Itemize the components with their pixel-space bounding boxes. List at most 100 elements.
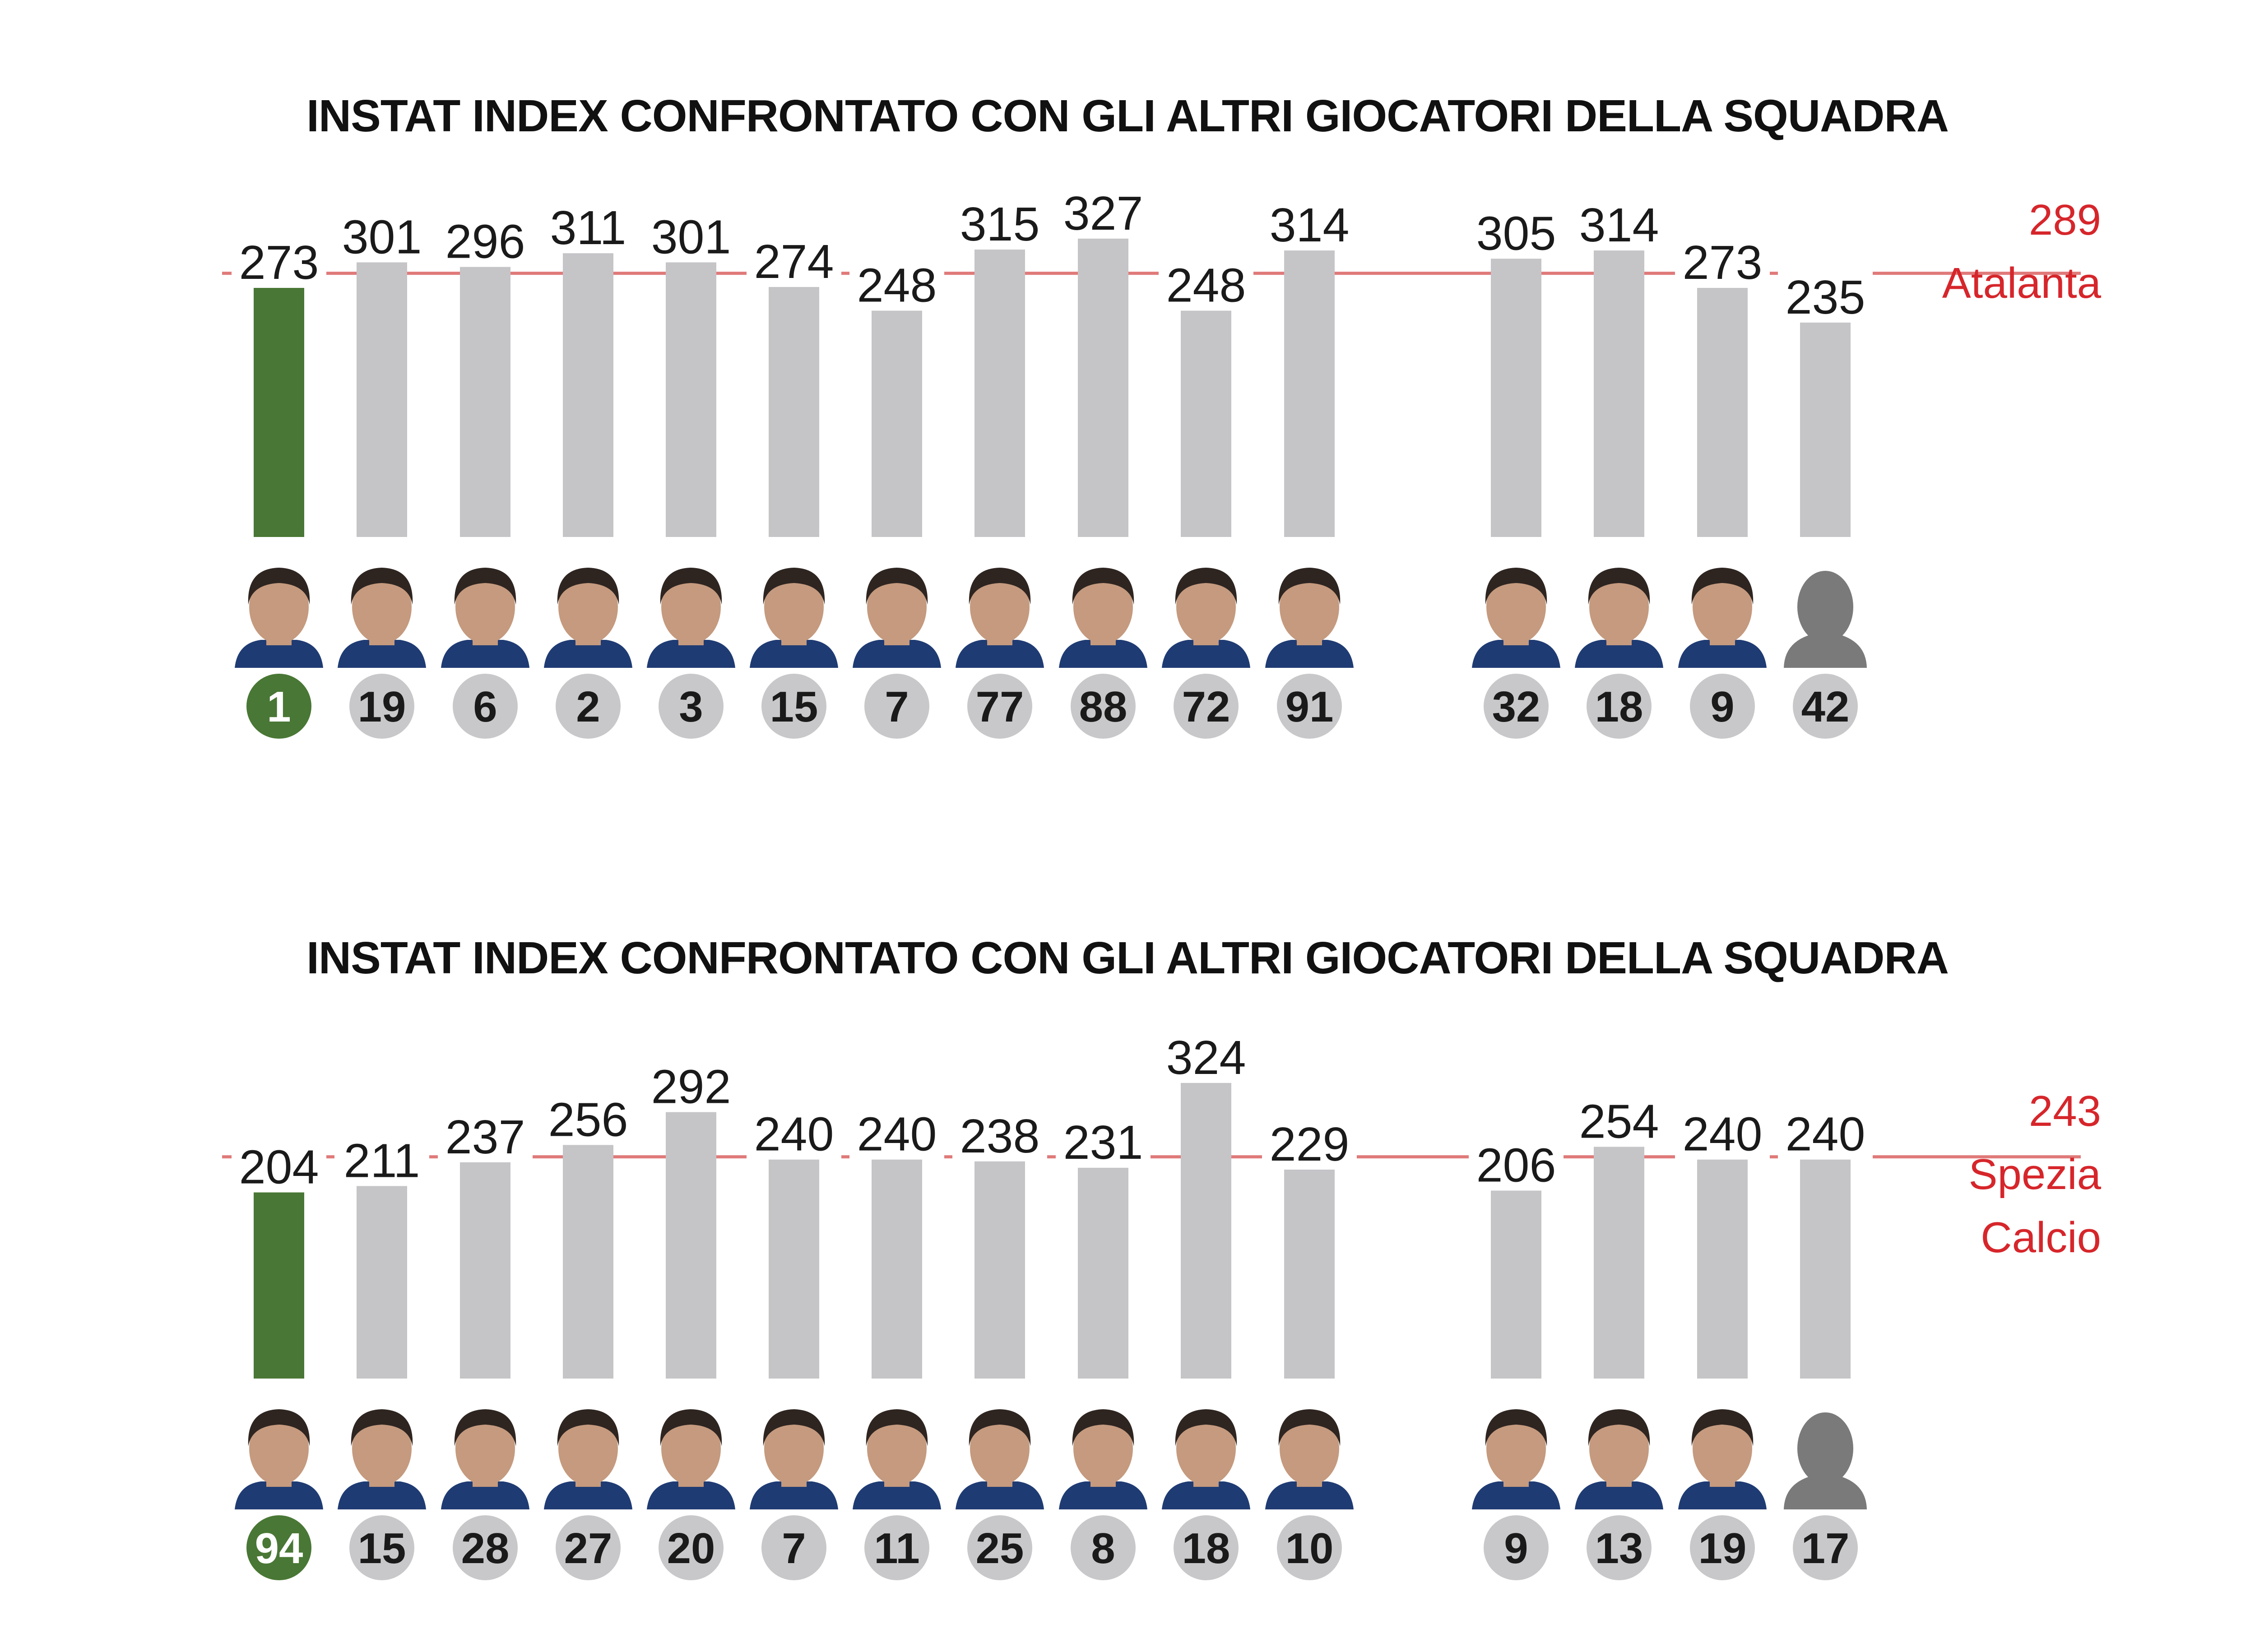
player-hair: [1588, 568, 1650, 605]
value-label-bg: [1159, 256, 1253, 310]
value-label-bg: [747, 1105, 841, 1159]
player-hair: [248, 1409, 310, 1446]
player-hair: [454, 568, 516, 605]
value-label-bg: [1675, 1105, 1770, 1159]
player-photo: [956, 568, 1044, 668]
player-face: [1073, 1411, 1133, 1485]
bar-value-label: 231: [1063, 1116, 1143, 1169]
player-shirt: [1059, 1481, 1147, 1509]
bar: [1800, 1159, 1851, 1379]
player-number: 15: [770, 683, 818, 731]
number-badge: [1484, 1515, 1549, 1580]
bar: [460, 1162, 510, 1379]
value-label-bg: [644, 208, 738, 262]
player-face: [1073, 570, 1133, 644]
player-photo: [1059, 568, 1147, 668]
player-hair: [1588, 1409, 1650, 1446]
player-photo: [647, 568, 735, 668]
player-hair: [866, 1409, 928, 1446]
player-hair: [1175, 568, 1237, 605]
player-number: 1: [267, 683, 291, 731]
bar: [1284, 250, 1335, 537]
player-face: [764, 1411, 824, 1485]
value-label-bg: [1675, 233, 1770, 287]
value-label-bg: [1778, 1105, 1873, 1159]
bar-value-label: 301: [651, 210, 731, 264]
number-badge: [659, 674, 724, 739]
bar-value-label: 315: [960, 198, 1040, 251]
player-face: [1693, 1411, 1752, 1485]
bar: [1594, 1147, 1644, 1379]
player-photo: [1265, 568, 1354, 668]
player-hair: [557, 1409, 619, 1446]
player-face: [1176, 1411, 1236, 1485]
player-photo: [235, 568, 323, 668]
value-label-bg: [334, 208, 429, 262]
number-badge: [761, 1515, 826, 1580]
bar: [254, 1192, 304, 1379]
number-badge: [1690, 1515, 1755, 1580]
bar-value-label: 274: [754, 235, 834, 288]
player-number: 3: [679, 683, 703, 731]
player-face: [249, 1411, 309, 1485]
player-photo: [1265, 1409, 1354, 1509]
player-number: 19: [1698, 1524, 1747, 1573]
bar-value-label: 204: [239, 1141, 319, 1194]
bar: [1491, 259, 1541, 537]
value-label-bg: [438, 1108, 533, 1161]
value-label-bg: [849, 1105, 944, 1159]
number-badge: [1484, 674, 1549, 739]
player-shirt: [647, 640, 735, 668]
value-label-bg: [849, 256, 944, 310]
value-label-bg: [232, 233, 326, 287]
player-hair: [1175, 1409, 1237, 1446]
bar-value-label: 273: [239, 236, 319, 289]
player-hair: [557, 568, 619, 605]
bar-value-label: 256: [548, 1093, 628, 1146]
bar: [666, 1112, 716, 1379]
bar-value-label: 314: [1270, 199, 1350, 252]
player-hair: [763, 568, 825, 605]
player-number: 32: [1492, 683, 1540, 731]
number-badge: [1587, 1515, 1652, 1580]
value-label-bg: [1056, 1113, 1151, 1167]
player-silhouette-icon: [1784, 571, 1867, 668]
number-badge: [453, 674, 518, 739]
player-hair: [763, 1409, 825, 1446]
player-photo: [1472, 1409, 1560, 1509]
number-badge: [1587, 674, 1652, 739]
number-badge: [967, 674, 1032, 739]
player-shirt: [1059, 640, 1147, 668]
player-shirt: [338, 1481, 426, 1509]
player-shirt: [235, 640, 323, 668]
value-label-bg: [1056, 184, 1151, 238]
bar: [1800, 322, 1851, 537]
player-photo: [544, 1409, 632, 1509]
player-hair: [1485, 1409, 1547, 1446]
bar-value-label: 248: [1166, 259, 1246, 312]
bar-value-label: 292: [651, 1060, 731, 1114]
player-number: 18: [1182, 1524, 1230, 1573]
player-photo: [544, 568, 632, 668]
player-hair: [351, 568, 413, 605]
value-label-bg: [747, 232, 841, 286]
number-badge: [1793, 674, 1858, 739]
bar-value-label: 240: [1683, 1108, 1763, 1161]
chart-panel-2: 204 94 211 15 237 28 256 27 292 20 240 7 240 11 238 25 2…: [222, 1028, 2102, 1580]
number-badge: [659, 1515, 724, 1580]
player-face: [1280, 570, 1339, 644]
number-badge: [1071, 1515, 1136, 1580]
player-shirt: [1678, 1481, 1767, 1509]
player-shirt: [1265, 1481, 1354, 1509]
value-label-bg: [334, 1132, 429, 1185]
player-face: [1589, 1411, 1649, 1485]
player-photo: [1678, 568, 1767, 668]
value-label-bg: [644, 1058, 738, 1111]
bar: [563, 253, 613, 537]
player-shirt: [956, 640, 1044, 668]
bar-value-label: 206: [1476, 1138, 1556, 1192]
bar-value-label: 311: [550, 201, 626, 255]
player-hair: [1485, 568, 1547, 605]
player-shirt: [1472, 640, 1560, 668]
